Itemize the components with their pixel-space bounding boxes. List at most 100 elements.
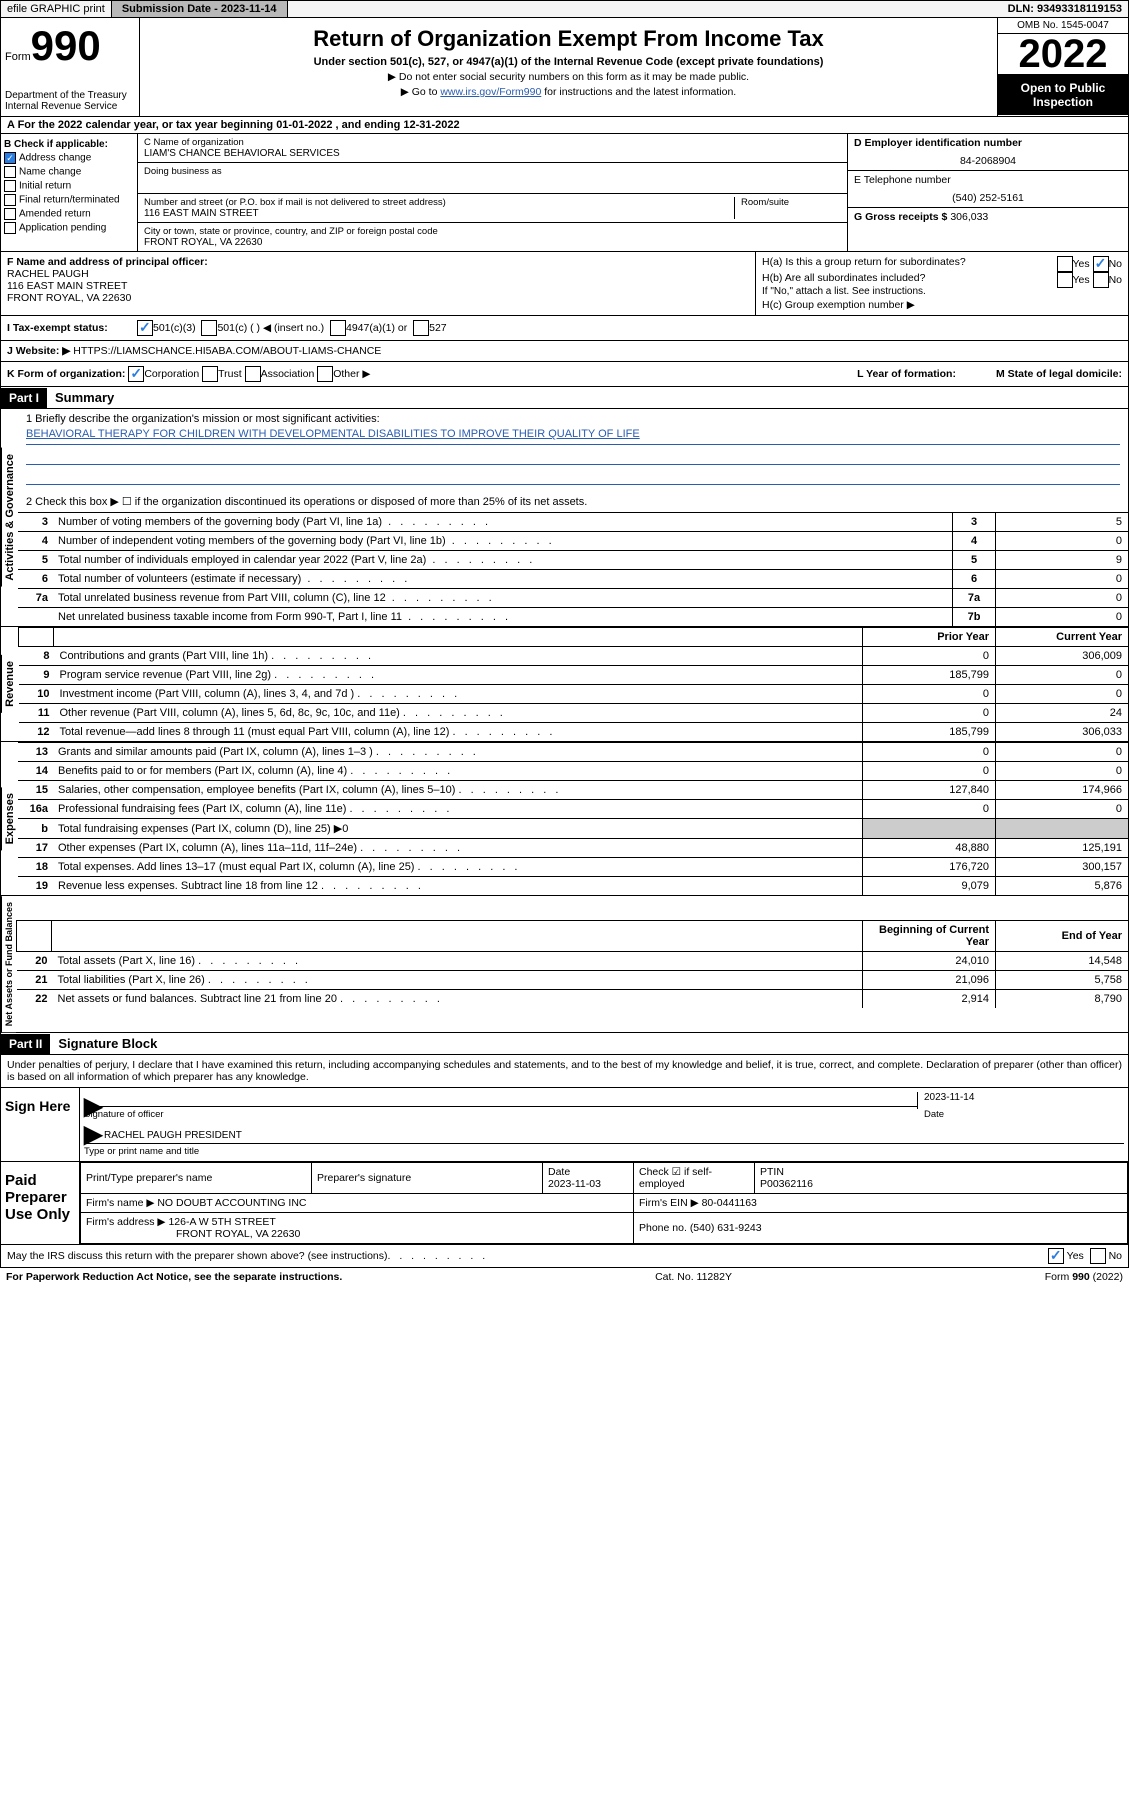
form-header: Form990 Department of the Treasury Inter… [0,18,1129,117]
checkbox-address-change[interactable]: ✓Address change [4,152,134,164]
governance-table: 3Number of voting members of the governi… [18,512,1128,626]
form-title: Return of Organization Exempt From Incom… [150,26,987,52]
officer-group-section: F Name and address of principal officer:… [0,252,1129,316]
may-irs-yes-checkbox[interactable] [1048,1248,1064,1264]
table-row: 5Total number of individuals employed in… [18,551,1128,570]
signature-block: Under penalties of perjury, I declare th… [0,1055,1129,1245]
net-assets-table: Beginning of Current YearEnd of Year20To… [16,920,1128,1008]
table-row: 18Total expenses. Add lines 13–17 (must … [18,858,1128,877]
table-row: 4Number of independent voting members of… [18,532,1128,551]
table-row: bTotal fundraising expenses (Part IX, co… [18,819,1128,839]
form-version: Form 990 (2022) [1045,1271,1123,1283]
officer-name: RACHEL PAUGH PRESIDENT [104,1130,242,1141]
identity-section: B Check if applicable: ✓Address changeNa… [0,134,1129,252]
note-link: ▶ Go to www.irs.gov/Form990 for instruct… [150,86,987,98]
table-row: 17Other expenses (Part IX, column (A), l… [18,839,1128,858]
may-irs-no-checkbox[interactable] [1090,1248,1106,1264]
tax-exempt-status-row: I Tax-exempt status: 501(c)(3) 501(c) ( … [0,316,1129,341]
firm-address-2: FRONT ROYAL, VA 22630 [176,1228,300,1240]
part2-title: Signature Block [50,1033,165,1054]
org-name: LIAM'S CHANCE BEHAVIORAL SERVICES [144,148,841,159]
checkbox-final-return-terminated[interactable]: Final return/terminated [4,194,134,206]
may-irs-row: May the IRS discuss this return with the… [0,1245,1129,1268]
top-bar: efile GRAPHIC print Submission Date - 20… [0,0,1129,18]
firm-name: NO DOUBT ACCOUNTING INC [157,1197,306,1209]
city-state-zip: FRONT ROYAL, VA 22630 [144,237,841,248]
group-return-section: H(a) Is this a group return for subordin… [755,252,1128,315]
firm-phone: (540) 631-9243 [690,1222,762,1234]
table-row: 3Number of voting members of the governi… [18,513,1128,532]
form-id-block: Form990 Department of the Treasury Inter… [1,18,140,116]
checkbox-name-change[interactable]: Name change [4,166,134,178]
expenses-section: Expenses 13Grants and similar amounts pa… [0,742,1129,896]
table-row: 19Revenue less expenses. Subtract line 1… [18,877,1128,896]
efile-label: efile GRAPHIC print [1,1,112,17]
signature-arrow-icon: ▶ [84,1092,102,1121]
form-subtitle: Under section 501(c), 527, or 4947(a)(1)… [150,56,987,68]
table-row: 6Total number of volunteers (estimate if… [18,570,1128,589]
table-row: 10Investment income (Part VIII, column (… [19,685,1129,704]
checkbox-amended-return[interactable]: Amended return [4,208,134,220]
catalog-number: Cat. No. 11282Y [655,1271,732,1283]
checkbox-initial-return[interactable]: Initial return [4,180,134,192]
irs-label: Internal Revenue Service [5,101,135,112]
mission-text: BEHAVIORAL THERAPY FOR CHILDREN WITH DEV… [26,428,1120,445]
table-row: 7aTotal unrelated business revenue from … [18,589,1128,608]
ha-yes-checkbox[interactable] [1057,256,1073,272]
korg-assoc-checkbox[interactable] [245,366,261,382]
col-c-name-address: C Name of organization LIAM'S CHANCE BEH… [138,134,847,251]
table-row: 15Salaries, other compensation, employee… [18,781,1128,800]
status-501c3-checkbox[interactable] [137,320,153,336]
checkbox-application-pending[interactable]: Application pending [4,222,134,234]
form-prefix: Form [5,51,31,63]
dln-label: DLN: 93493318119153 [1002,1,1128,17]
korg-corp-checkbox[interactable] [128,366,144,382]
submission-date-button[interactable]: Submission Date - 2023-11-14 [112,1,288,17]
status-527-checkbox[interactable] [413,320,429,336]
vert-label-expenses: Expenses [1,787,18,850]
form-number: 990 [31,22,101,69]
governance-section: Activities & Governance 1 Briefly descri… [0,409,1129,627]
ptin-value: P00362116 [760,1178,813,1190]
page-footer: For Paperwork Reduction Act Notice, see … [0,1268,1129,1286]
signature-arrow-icon: ▶ [84,1120,102,1149]
hb-no-checkbox[interactable] [1093,272,1109,288]
paid-preparer-label: Paid Preparer Use Only [1,1162,80,1244]
tax-year: 2022 [998,34,1128,75]
website-url: HTTPS://LIAMSCHANCE.HI5ABA.COM/ABOUT-LIA… [73,345,381,357]
korg-other-checkbox[interactable] [317,366,333,382]
hb-yes-checkbox[interactable] [1057,272,1073,288]
table-row: 11Other revenue (Part VIII, column (A), … [19,704,1129,723]
firm-ein: 80-0441163 [702,1197,757,1209]
table-row: 13Grants and similar amounts paid (Part … [18,743,1128,762]
net-assets-section: Net Assets or Fund Balances Beginning of… [0,896,1129,1033]
ha-no-checkbox[interactable] [1093,256,1109,272]
korg-trust-checkbox[interactable] [202,366,218,382]
perjury-declaration: Under penalties of perjury, I declare th… [1,1055,1128,1087]
ein-value: 84-2068904 [854,155,1122,167]
form-of-org-row: K Form of organization: Corporation Trus… [0,362,1129,387]
header-right-block: OMB No. 1545-0047 2022 Open to Public In… [997,18,1128,116]
table-row: Net unrelated business taxable income fr… [18,608,1128,627]
revenue-section: Revenue Prior YearCurrent Year8Contribut… [0,627,1129,742]
prep-date: 2023-11-03 [548,1178,601,1190]
vert-label-revenue: Revenue [1,655,18,713]
part1-header: Part I [1,388,47,408]
expenses-table: 13Grants and similar amounts paid (Part … [18,742,1128,895]
open-public-badge: Open to Public Inspection [998,75,1128,115]
table-row: 14Benefits paid to or for members (Part … [18,762,1128,781]
principal-officer: F Name and address of principal officer:… [1,252,755,315]
gross-receipts: 306,033 [950,211,988,223]
status-501c-checkbox[interactable] [201,320,217,336]
part1-title: Summary [47,387,122,408]
street-address: 116 EAST MAIN STREET [144,208,734,219]
col-def: D Employer identification number 84-2068… [847,134,1128,251]
preparer-table: Print/Type preparer's name Preparer's si… [80,1162,1128,1244]
irs-link[interactable]: www.irs.gov/Form990 [440,86,541,98]
revenue-table: Prior YearCurrent Year8Contributions and… [18,627,1128,741]
table-row: 16aProfessional fundraising fees (Part I… [18,800,1128,819]
table-row: 8Contributions and grants (Part VIII, li… [19,647,1129,666]
table-row: 20Total assets (Part X, line 16) 24,0101… [17,952,1129,971]
status-4947-checkbox[interactable] [330,320,346,336]
website-row: J Website: ▶ HTTPS://LIAMSCHANCE.HI5ABA.… [0,341,1129,362]
